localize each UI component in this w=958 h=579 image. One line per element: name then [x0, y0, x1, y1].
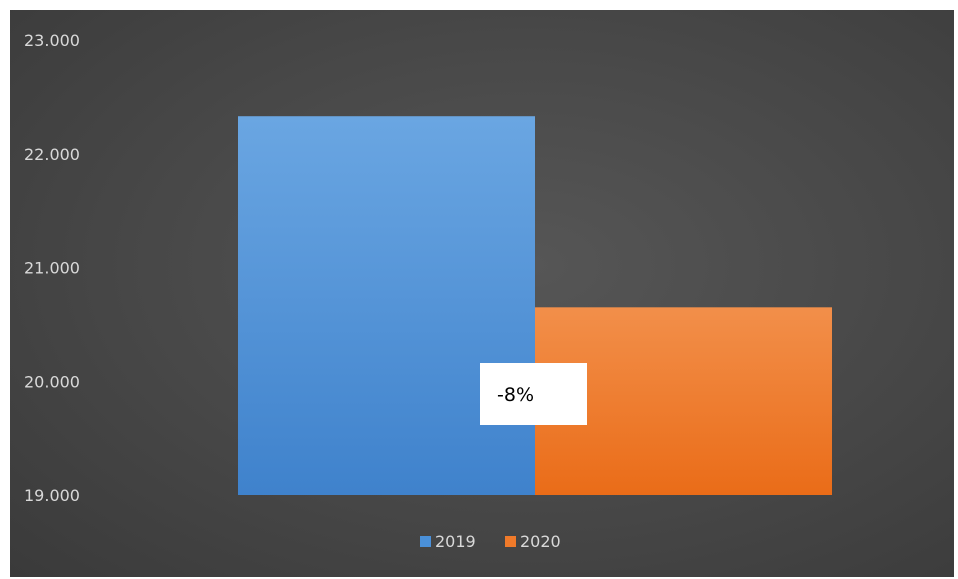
change-label-box — [480, 363, 587, 425]
legend-label-2020: 2020 — [520, 532, 561, 551]
y-tick-label: 22.000 — [24, 145, 80, 164]
chart-area: 23.000 22.000 21.000 20.000 19.000 -8% 2019 2… — [10, 10, 954, 577]
legend-swatch-2020 — [505, 536, 516, 547]
legend-swatch-2019 — [420, 536, 431, 547]
y-tick-label: 20.000 — [24, 372, 80, 391]
legend-label-2019: 2019 — [435, 532, 476, 551]
change-label: -8% — [497, 384, 534, 406]
bar-chart: 23.000 22.000 21.000 20.000 19.000 -8% 2019 2… — [24, 31, 832, 551]
y-tick-label: 19.000 — [24, 486, 80, 505]
bar-2019 — [238, 116, 535, 496]
y-tick-label: 23.000 — [24, 31, 80, 50]
y-tick-label: 21.000 — [24, 259, 80, 278]
